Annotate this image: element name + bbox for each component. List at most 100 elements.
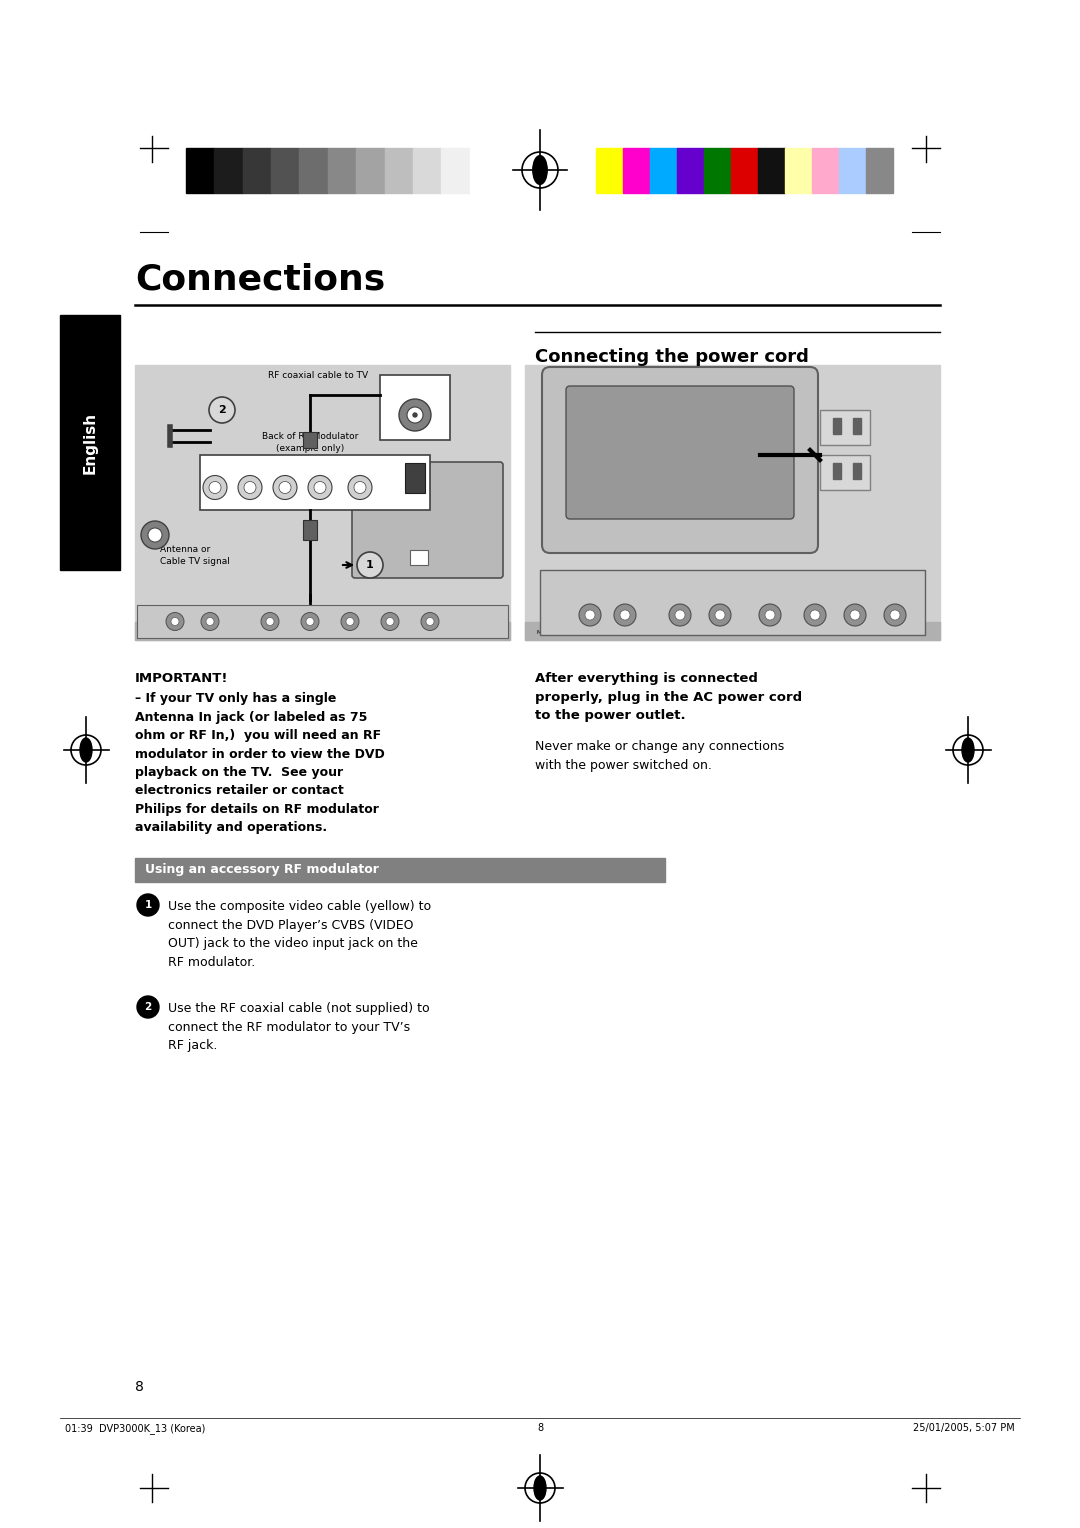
Circle shape [137,894,159,915]
Circle shape [413,413,417,417]
Ellipse shape [534,1476,546,1500]
Bar [60,315,120,570]
Circle shape [890,610,900,620]
Circle shape [399,399,431,431]
Bar [135,859,665,882]
Bar [820,455,870,490]
Bar [186,148,214,193]
Text: Using an accessory RF modulator: Using an accessory RF modulator [145,863,379,877]
Bar [470,148,498,193]
Bar [853,419,861,434]
Bar [785,148,812,193]
Circle shape [279,481,291,494]
Text: Connections: Connections [135,263,386,296]
Circle shape [141,521,168,549]
Text: Use the composite video cable (yellow) to
connect the DVD Player’s CVBS (VIDEO
O: Use the composite video cable (yellow) t… [168,900,431,969]
Circle shape [381,613,399,631]
Bar [820,410,870,445]
Text: After everything is connected
properly, plug in the AC power cord
to the power o: After everything is connected properly, … [535,672,802,723]
FancyBboxPatch shape [566,387,794,520]
Text: R1: R1 [621,630,629,636]
Text: 2: 2 [218,405,226,416]
Circle shape [759,604,781,626]
Bar [135,622,510,640]
Circle shape [341,613,359,631]
Circle shape [426,617,434,625]
Ellipse shape [80,738,92,762]
Circle shape [708,604,731,626]
Text: 2: 2 [145,1002,151,1012]
Bar [839,148,866,193]
Bar [200,455,430,510]
Bar [704,148,731,193]
Circle shape [765,610,775,620]
Bar [812,148,839,193]
Text: Antenna or
Cable TV signal: Antenna or Cable TV signal [160,545,230,565]
Circle shape [407,406,423,423]
Text: IMPORTANT!: IMPORTANT! [135,672,229,685]
Bar [328,148,356,193]
Text: ANT
IN~: ANT IN~ [390,377,401,390]
Bar [243,148,271,193]
Text: Use the RF coaxial cable (not supplied) to
connect the RF modulator to your TV’s: Use the RF coaxial cable (not supplied) … [168,1002,430,1051]
Circle shape [669,604,691,626]
Bar [833,419,841,434]
Circle shape [266,617,274,625]
Circle shape [171,617,179,625]
Bar [677,148,704,193]
Bar [650,148,677,193]
Circle shape [308,475,332,500]
Circle shape [301,613,319,631]
Circle shape [244,481,256,494]
Circle shape [357,552,383,578]
Bar [866,148,893,193]
Text: VIDEO OUT: VIDEO OUT [555,573,591,578]
Bar [758,148,785,193]
FancyBboxPatch shape [352,461,503,578]
Bar [303,432,318,448]
Bar [214,148,243,193]
Text: 1: 1 [145,900,151,911]
Circle shape [386,617,394,625]
Text: Back of RF Modulator
(example only): Back of RF Modulator (example only) [261,432,359,452]
Circle shape [210,397,235,423]
Circle shape [238,475,262,500]
Circle shape [201,613,219,631]
Circle shape [346,617,354,625]
Circle shape [314,481,326,494]
Text: – If your TV only has a single
Antenna In jack (or labeled as 75
ohm or RF In,) : – If your TV only has a single Antenna I… [135,692,384,834]
Text: 8: 8 [537,1423,543,1433]
Text: English: English [82,411,97,474]
Circle shape [675,610,685,620]
Text: T: T [586,630,590,636]
Circle shape [585,610,595,620]
Text: 1: 1 [366,559,374,570]
Ellipse shape [962,738,974,762]
Text: MAINS ~: MAINS ~ [537,630,561,636]
Circle shape [203,475,227,500]
Text: COMPONENT
VIDEO OUT: COMPONENT VIDEO OUT [555,597,596,610]
Text: DIGITAL
OUT: DIGITAL OUT [700,573,725,585]
Ellipse shape [532,156,548,185]
Bar [384,148,413,193]
Bar [525,365,940,640]
Bar [525,622,940,640]
Text: 01:39  DVP3000K_13 (Korea): 01:39 DVP3000K_13 (Korea) [65,1423,205,1433]
Circle shape [273,475,297,500]
Circle shape [421,613,438,631]
Bar [731,148,758,193]
Circle shape [810,610,820,620]
Text: 8: 8 [135,1380,144,1394]
Circle shape [615,604,636,626]
Bar [380,374,450,440]
Bar [442,148,470,193]
Text: RF coaxial cable to TV: RF coaxial cable to TV [268,371,368,380]
Circle shape [850,610,860,620]
Circle shape [885,604,906,626]
Text: 25/01/2005, 5:07 PM: 25/01/2005, 5:07 PM [914,1423,1015,1433]
Circle shape [206,617,214,625]
Text: Connecting the power cord: Connecting the power cord [535,348,809,367]
Circle shape [210,481,221,494]
Bar [623,148,650,193]
Bar [299,148,328,193]
